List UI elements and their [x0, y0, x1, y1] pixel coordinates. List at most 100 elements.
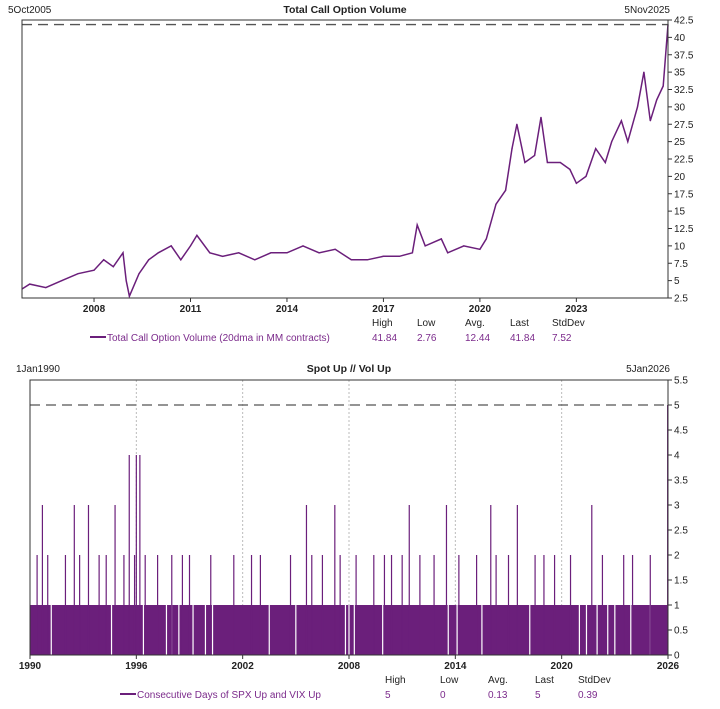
legend: Total Call Option Volume (20dma in MM co…: [90, 318, 585, 344]
y-tick-label: 10: [674, 241, 686, 252]
chart-title: Spot Up // Vol Up: [307, 363, 391, 375]
data-point: [516, 123, 518, 125]
x-tick-label: 2014: [276, 304, 299, 315]
data-point: [366, 259, 368, 261]
data-point: [479, 248, 481, 250]
y-tick-label: 40: [674, 33, 686, 44]
chart-1: Spot Up // Vol Up 1Jan1990 5Jan2026 0 0.5 1 1.…: [16, 363, 688, 701]
legend-header: StdDev: [552, 318, 585, 329]
data-point: [656, 99, 658, 101]
legend: Consecutive Days of SPX Up and VIX Up Hig…: [120, 675, 611, 701]
y-tick-label: 4.5: [674, 426, 688, 437]
data-point: [611, 141, 613, 143]
y-tick-label: 4: [674, 451, 680, 462]
y-tick-label: 32.5: [674, 85, 694, 96]
y-tick-label: 20: [674, 172, 686, 183]
data-point: [61, 280, 63, 282]
data-point: [424, 245, 426, 247]
legend-header: Avg.: [465, 318, 485, 329]
legend-header: Last: [510, 318, 529, 329]
data-point: [569, 168, 571, 171]
data-point: [180, 259, 182, 261]
data-point: [620, 120, 622, 122]
legend-value: 0: [440, 690, 446, 701]
series-line: [21, 24, 669, 299]
legend-header: Low: [417, 318, 436, 329]
data-point: [238, 252, 240, 254]
x-tick-label: 2017: [372, 304, 395, 315]
data-point: [112, 266, 114, 268]
data-point: [122, 252, 124, 254]
chart-0: Total Call Option Volume 5Oct2005 5Nov2025…: [8, 4, 694, 344]
data-point: [77, 273, 79, 275]
legend-value: 7.52: [552, 333, 572, 344]
y-tick-label: 35: [674, 68, 686, 79]
data-point: [505, 189, 507, 191]
x-tick-label: 2002: [232, 661, 255, 672]
data-point: [636, 106, 639, 108]
data-point: [440, 238, 442, 240]
data-point: [643, 71, 645, 73]
data-point: [209, 252, 211, 254]
legend-header: Last: [535, 675, 554, 686]
data-point: [254, 259, 256, 261]
y-tick-label: 5: [674, 276, 680, 287]
data-point: [270, 252, 272, 254]
data-point: [45, 286, 47, 289]
data-point: [29, 283, 31, 285]
data-point: [627, 141, 629, 143]
legend-series-name: Total Call Option Volume (20dma in MM co…: [107, 333, 330, 344]
data-point: [533, 154, 536, 157]
y-tick-label: 7.5: [674, 259, 688, 270]
y-tick-label: 15: [674, 207, 686, 218]
y-tick-label: 37.5: [674, 50, 694, 61]
data-point: [604, 161, 606, 164]
data-point: [157, 252, 159, 254]
start-date-label: 1Jan1990: [16, 364, 60, 375]
legend-series-name: Consecutive Days of SPX Up and VIX Up: [137, 690, 321, 701]
data-point: [463, 245, 465, 247]
y-tick-label: 0: [674, 651, 680, 662]
data-point: [222, 255, 224, 257]
data-point: [318, 252, 320, 254]
data-point: [511, 147, 513, 150]
data-point: [286, 252, 288, 254]
chart-title: Total Call Option Volume: [283, 4, 406, 16]
y-tick-label: 1: [674, 601, 680, 612]
x-tick-label: 2014: [444, 661, 467, 672]
y-tick-label: 2.5: [674, 526, 688, 537]
plot-frame: [21, 19, 669, 299]
data-point: [138, 273, 140, 275]
data-point: [93, 269, 95, 271]
y-tick-label: 12.5: [674, 224, 694, 235]
data-point: [540, 116, 542, 118]
legend-header: High: [385, 675, 406, 686]
data-point: [575, 182, 577, 184]
data-point: [416, 224, 418, 226]
x-tick-label: 1996: [125, 661, 148, 672]
start-date-label: 5Oct2005: [8, 5, 52, 16]
y-tick-label: 5.5: [674, 376, 688, 387]
plot-frame: [29, 379, 669, 656]
data-point: [398, 255, 401, 257]
legend-value: 41.84: [372, 333, 397, 344]
y-tick-label: 17.5: [674, 189, 694, 200]
data-point: [148, 259, 150, 261]
data-point: [302, 245, 304, 247]
data-point: [447, 252, 449, 254]
data-point: [585, 175, 587, 177]
data-point: [495, 203, 497, 205]
x-tick-label: 2008: [338, 661, 361, 672]
x-tick-label: 2020: [551, 661, 574, 672]
legend-header: Avg.: [488, 675, 508, 686]
y-tick-label: 42.5: [674, 16, 694, 27]
y-tick-label: 3: [674, 501, 680, 512]
legend-value: 2.76: [417, 333, 437, 344]
legend-header: High: [372, 318, 393, 329]
y-tick-label: 2.5: [674, 294, 688, 305]
data-point: [170, 245, 172, 247]
y-tick-label: 30: [674, 102, 686, 113]
x-tick-label: 2026: [657, 661, 680, 672]
data-point: [196, 234, 198, 237]
